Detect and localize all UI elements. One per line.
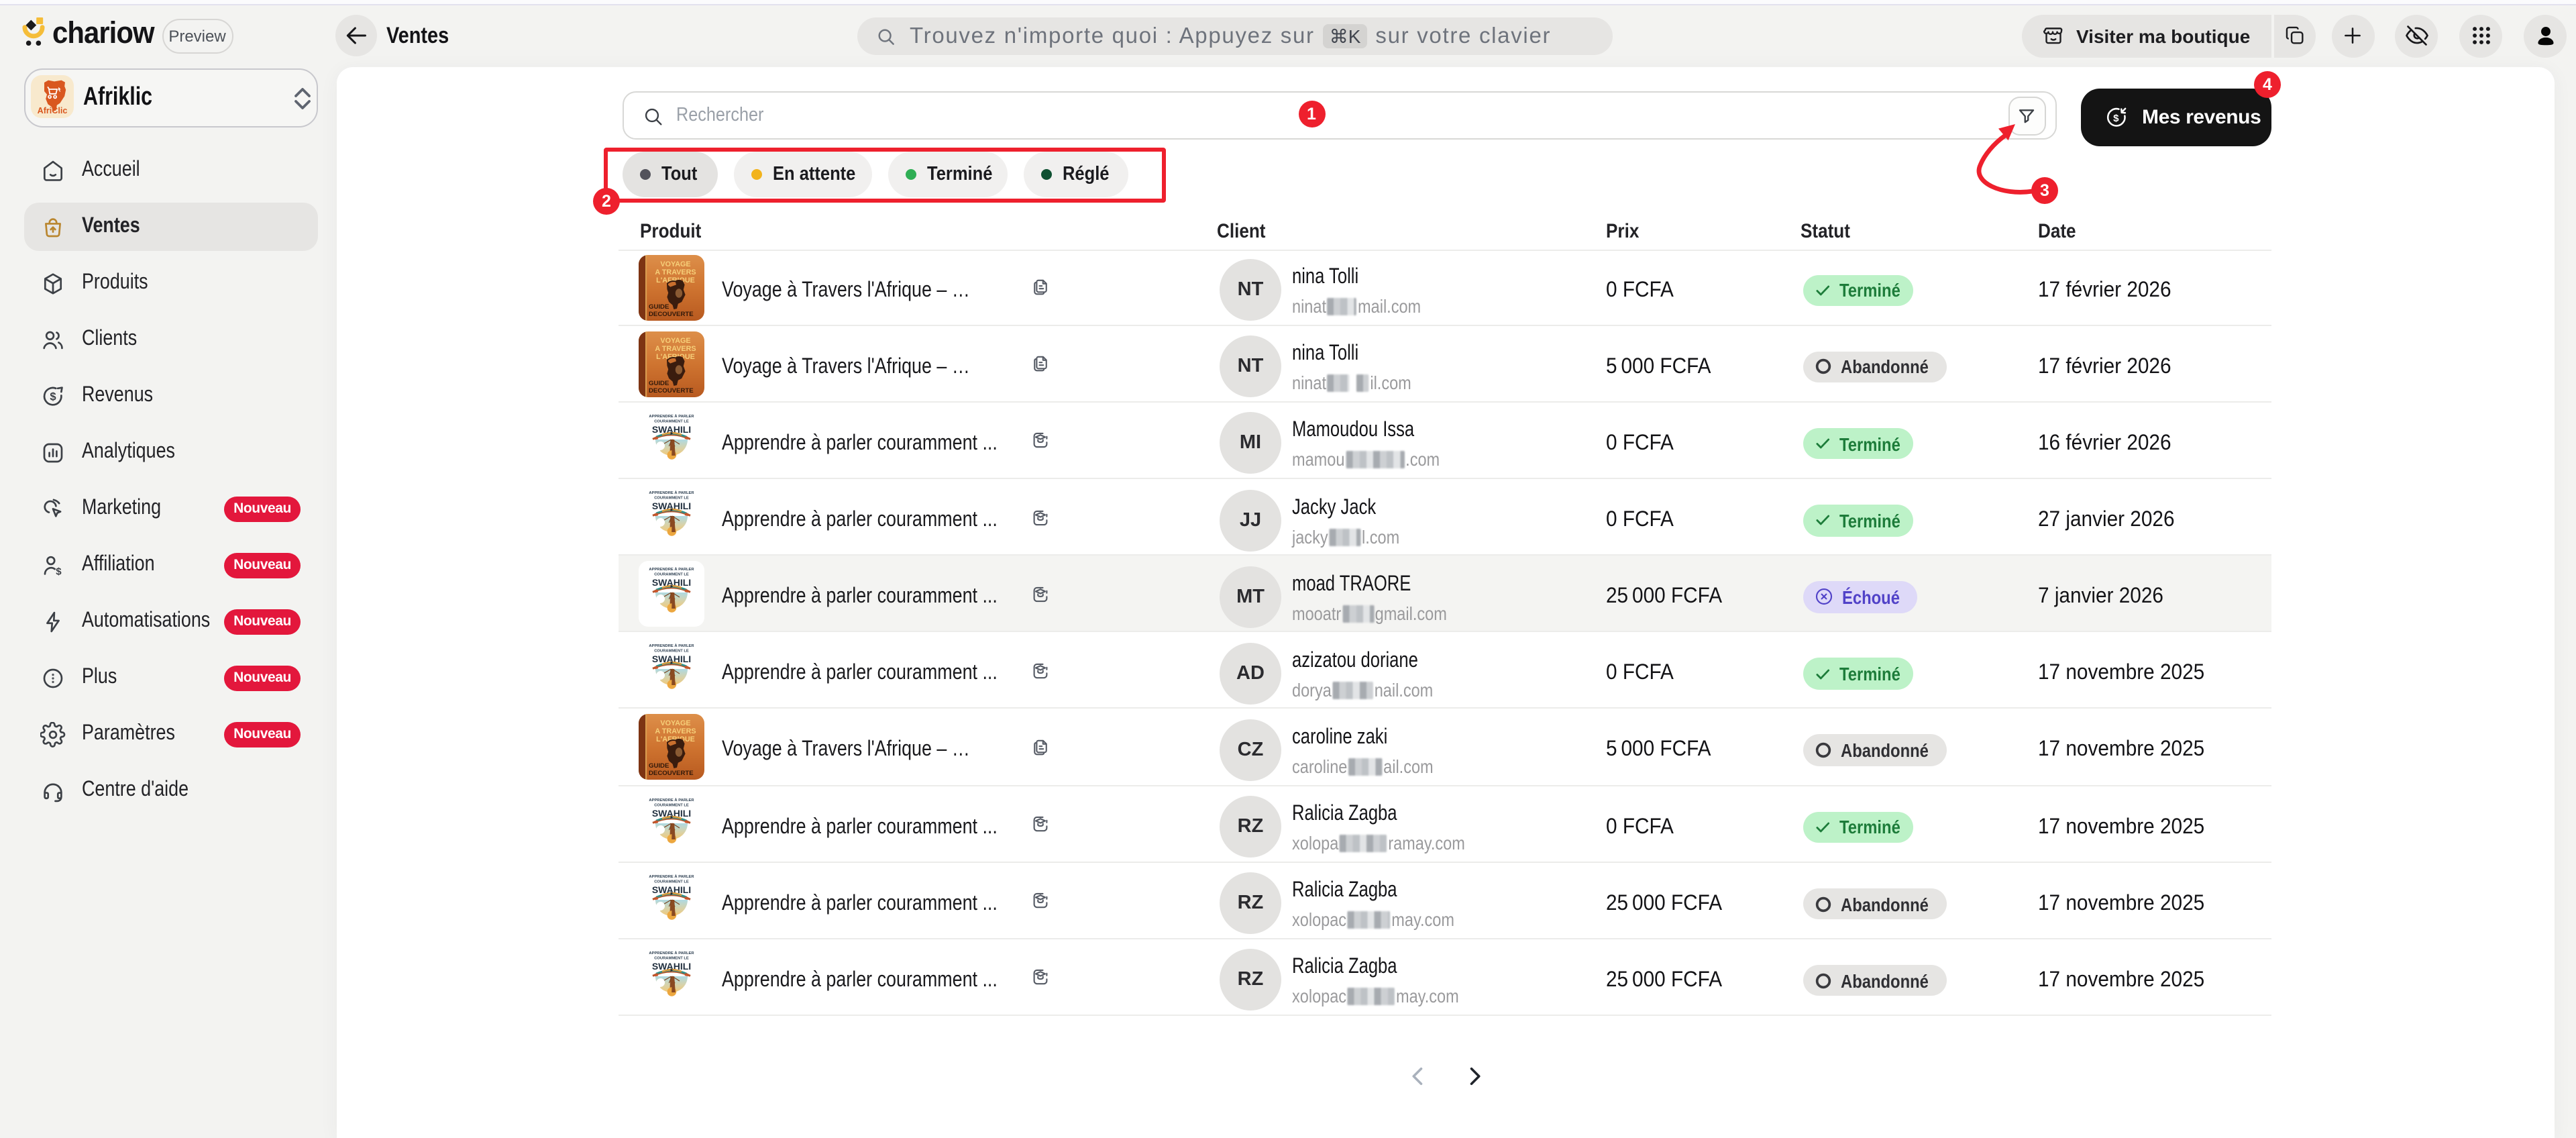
svg-text:SWAHILI: SWAHILI [652,884,691,895]
svg-text:APPRENDRE À PARLER: APPRENDRE À PARLER [649,414,694,419]
svg-text:SWAHILI: SWAHILI [652,961,691,972]
svg-text:DECOUVERTE: DECOUVERTE [649,770,694,778]
svg-text:SWAHILI: SWAHILI [652,501,691,511]
svg-text:SWAHILI: SWAHILI [652,654,691,665]
svg-text:A TRAVERS: A TRAVERS [655,268,696,276]
svg-text:COURAMMENT LE: COURAMMENT LE [654,419,689,423]
svg-text:VOYAGE: VOYAGE [660,260,690,268]
svg-text:COURAMMENT LE: COURAMMENT LE [654,803,689,807]
svg-text:COURAMMENT LE: COURAMMENT LE [654,573,689,577]
svg-text:A TRAVERS: A TRAVERS [655,728,696,736]
svg-text:COURAMMENT LE: COURAMMENT LE [654,497,689,501]
svg-text:COURAMMENT LE: COURAMMENT LE [654,956,689,960]
svg-text:COURAMMENT LE: COURAMMENT LE [654,650,689,654]
svg-text:SWAHILI: SWAHILI [652,577,691,588]
svg-text:APPRENDRE À PARLER: APPRENDRE À PARLER [649,797,694,802]
svg-text:APPRENDRE À PARLER: APPRENDRE À PARLER [649,490,694,495]
svg-text:L'AFRIQUE: L'AFRIQUE [656,352,695,360]
svg-text:APPRENDRE À PARLER: APPRENDRE À PARLER [649,874,694,879]
svg-text:APPRENDRE À PARLER: APPRENDRE À PARLER [649,644,694,649]
svg-text:L'AFRIQUE: L'AFRIQUE [656,736,695,744]
svg-text:APPRENDRE À PARLER: APPRENDRE À PARLER [649,951,694,955]
svg-text:VOYAGE: VOYAGE [660,720,690,728]
svg-text:A TRAVERS: A TRAVERS [655,344,696,352]
svg-text:DECOUVERTE: DECOUVERTE [649,310,694,317]
svg-text:L'AFRIQUE: L'AFRIQUE [656,276,695,284]
svg-text:COURAMMENT LE: COURAMMENT LE [654,880,689,884]
svg-text:APPRENDRE À PARLER: APPRENDRE À PARLER [649,567,694,572]
svg-text:DECOUVERTE: DECOUVERTE [649,386,694,394]
svg-text:$: $ [2112,113,2118,124]
svg-text:SWAHILI: SWAHILI [652,424,691,435]
svg-text:$: $ [55,565,61,576]
svg-text:SWAHILI: SWAHILI [652,807,691,818]
svg-text:$: $ [49,390,55,403]
svg-text:GUIDE: GUIDE [649,763,669,770]
svg-text:GUIDE: GUIDE [649,303,669,310]
svg-text:GUIDE: GUIDE [649,379,669,386]
svg-text:VOYAGE: VOYAGE [660,336,690,344]
svg-text:AfriClic: AfriClic [37,106,67,115]
